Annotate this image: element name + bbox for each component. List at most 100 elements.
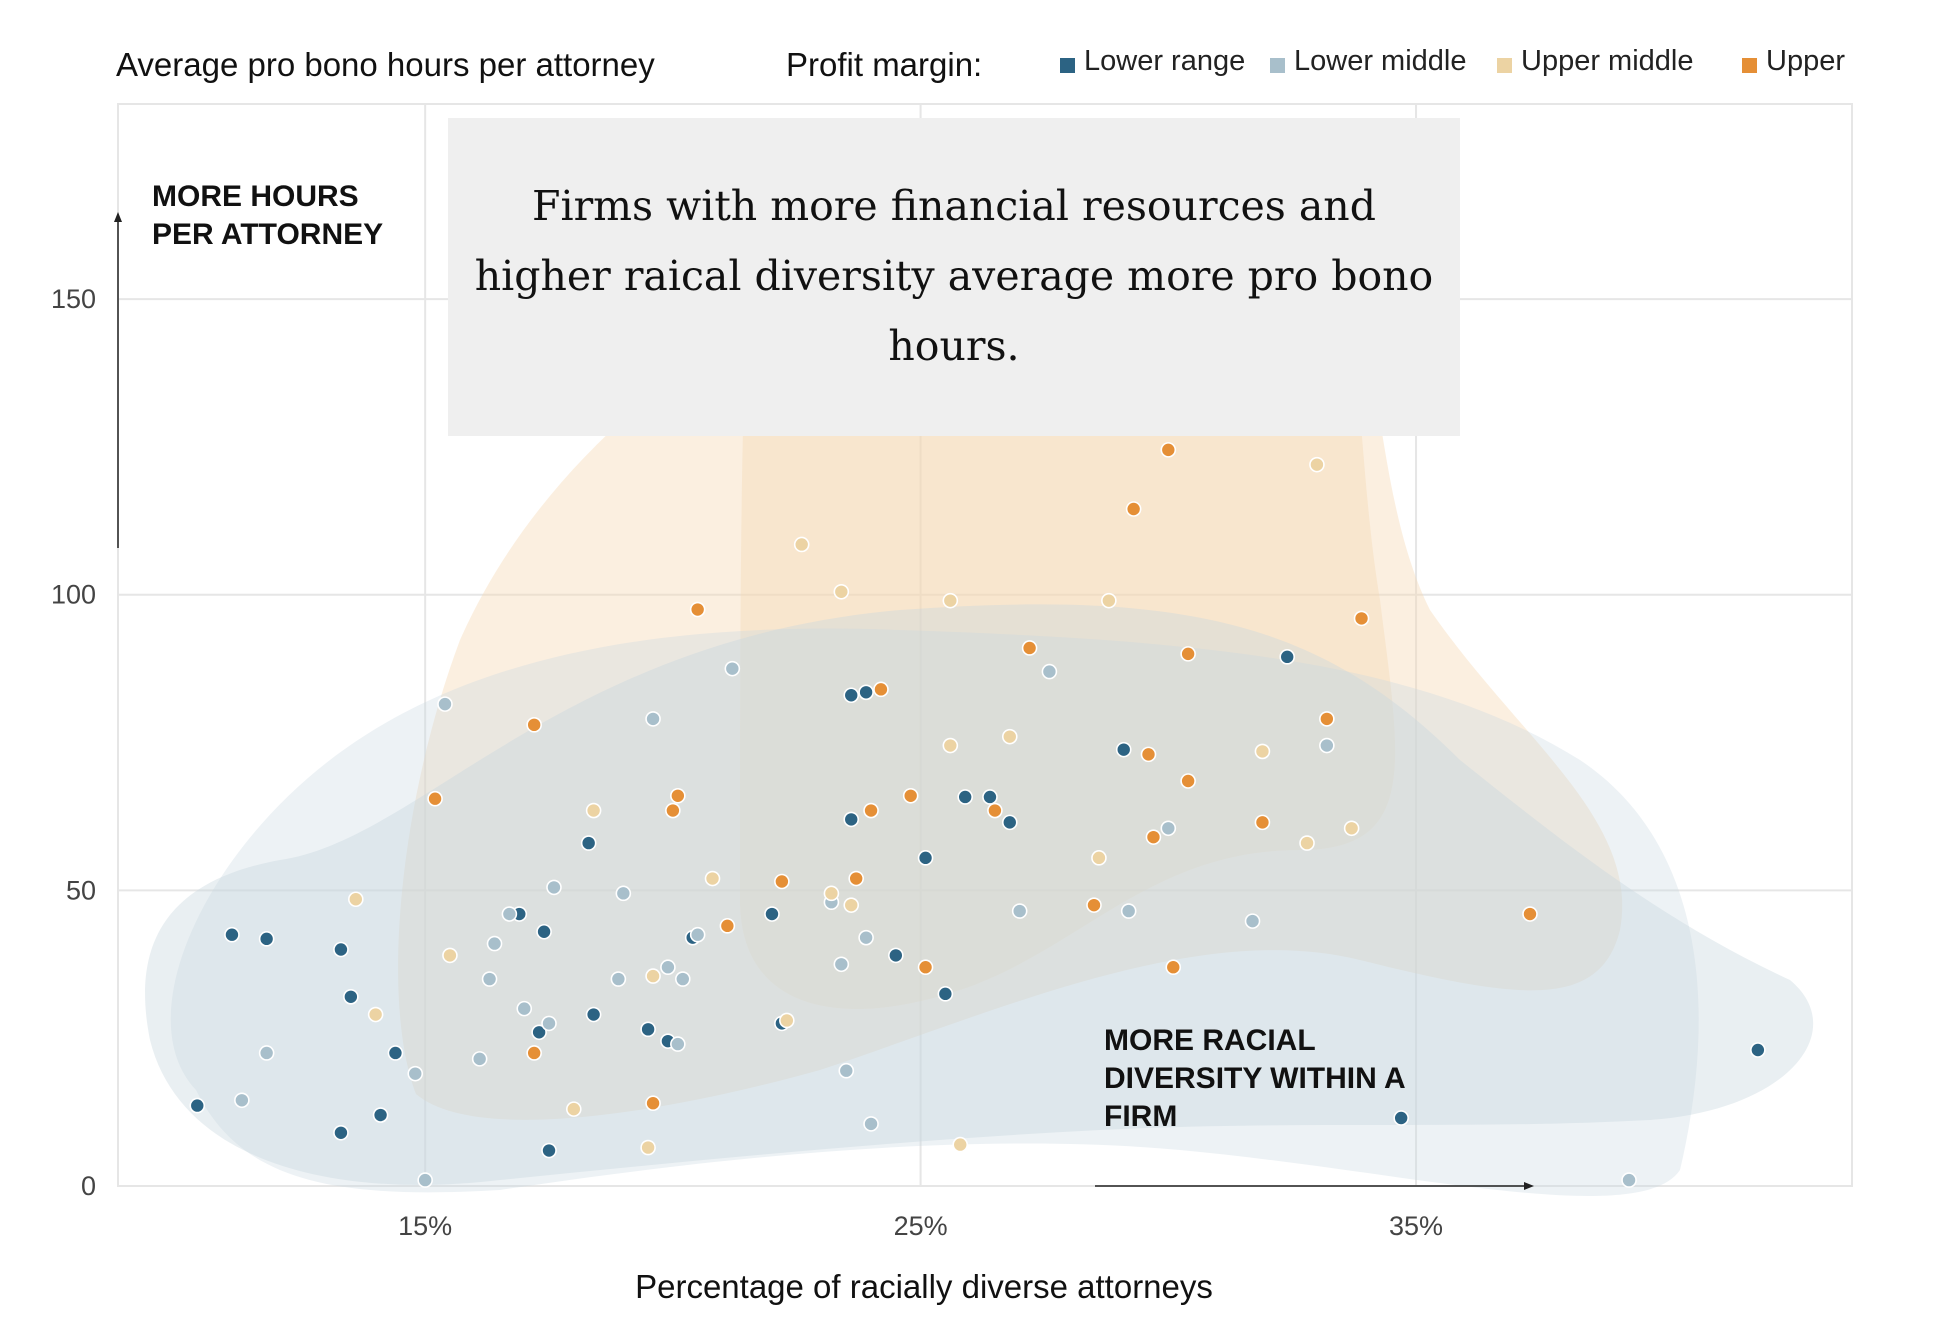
data-point <box>343 988 359 1005</box>
data-point <box>670 1036 686 1052</box>
blob-lower-range <box>145 604 1814 1185</box>
data-point <box>1021 640 1038 656</box>
data-point <box>501 906 518 922</box>
data-point <box>1353 610 1370 627</box>
data-point <box>1180 773 1196 789</box>
data-point <box>1001 728 1018 745</box>
data-point <box>387 1045 404 1061</box>
data-point <box>536 923 552 940</box>
legend-title: Profit margin: <box>786 46 982 83</box>
data-point <box>833 956 850 973</box>
data-point <box>1254 814 1271 831</box>
data-point <box>1299 835 1315 851</box>
legend-label: Upper middle <box>1521 45 1693 77</box>
legend-item: Lower middle <box>1270 45 1466 77</box>
data-point <box>224 926 240 943</box>
data-point <box>774 873 790 890</box>
data-point <box>189 1097 206 1114</box>
data-point <box>541 1015 557 1032</box>
data-point <box>1120 903 1137 919</box>
y-tick-label: 150 <box>51 284 96 314</box>
legend-item: Upper middle <box>1497 45 1693 77</box>
data-point <box>1180 646 1196 662</box>
data-point <box>724 660 741 677</box>
data-point <box>937 986 954 1002</box>
legend-item: Lower range <box>1060 45 1245 77</box>
data-point <box>987 802 1003 819</box>
data-point <box>1319 711 1335 727</box>
data-point <box>888 947 904 964</box>
data-point <box>526 717 542 733</box>
callout-text: Firms with more financial resources and h… <box>475 182 1433 370</box>
data-point <box>471 1051 488 1067</box>
data-point <box>1101 592 1117 609</box>
data-point <box>863 1116 879 1132</box>
data-point <box>833 583 850 600</box>
data-point <box>1001 814 1018 831</box>
legend-label: Upper <box>1766 45 1845 77</box>
blob-lower-middle <box>170 628 1699 1196</box>
x-axis-annotation: MORE RACIAL DIVERSITY WITHIN A FIRM <box>1104 1024 1406 1133</box>
data-point <box>942 592 959 609</box>
data-point <box>793 536 810 553</box>
data-point <box>674 971 691 987</box>
data-point <box>719 918 736 934</box>
legend: Lower range Lower middle Upper middle Upper <box>1060 45 1845 77</box>
data-point <box>917 850 934 866</box>
data-point <box>437 696 453 712</box>
legend-swatch <box>1742 58 1757 73</box>
x-axis-arrow-head <box>1524 1182 1534 1190</box>
data-point <box>1279 649 1296 665</box>
data-point <box>1750 1042 1766 1058</box>
data-point <box>848 870 864 887</box>
data-point <box>952 1136 969 1153</box>
data-point <box>843 897 860 913</box>
y-tick-label: 0 <box>81 1171 96 1201</box>
chart-title: Average pro bono hours per attorney <box>116 46 655 83</box>
x-axis-label: Percentage of racially diverse attorneys <box>635 1268 1213 1305</box>
data-point <box>1522 906 1538 922</box>
data-point <box>942 737 959 754</box>
x-tick-label: 25% <box>894 1211 948 1241</box>
data-point <box>1160 820 1177 837</box>
data-point <box>565 1101 582 1117</box>
y-axis-annotation: MORE HOURS PER ATTORNEY <box>152 180 383 251</box>
data-point <box>258 931 275 947</box>
data-point <box>645 1095 661 1112</box>
data-point <box>615 885 632 902</box>
data-point <box>1011 903 1028 919</box>
data-point <box>585 1006 602 1023</box>
data-point <box>689 601 706 618</box>
data-point <box>1165 959 1182 976</box>
data-point <box>333 1124 349 1141</box>
data-point <box>1160 442 1177 458</box>
data-point <box>823 885 840 902</box>
data-point <box>645 968 661 984</box>
data-point <box>531 1024 547 1041</box>
data-point <box>481 971 498 987</box>
data-point <box>957 789 973 805</box>
x-tick-label: 35% <box>1389 1211 1443 1241</box>
data-point <box>610 971 627 987</box>
x-tick-label: 15% <box>398 1211 452 1241</box>
data-point <box>779 1012 795 1029</box>
data-point <box>1393 1110 1409 1126</box>
legend-swatch <box>1497 58 1512 73</box>
data-point <box>982 789 998 805</box>
data-point <box>234 1092 250 1109</box>
data-point <box>427 790 443 807</box>
data-point <box>670 787 686 804</box>
data-point <box>1115 741 1132 758</box>
data-point <box>348 891 364 908</box>
data-point <box>580 835 597 851</box>
data-point <box>1343 820 1360 837</box>
data-point <box>333 941 349 958</box>
data-point <box>486 935 503 952</box>
data-point <box>585 802 602 819</box>
legend-swatch <box>1060 58 1075 73</box>
data-point <box>863 802 879 819</box>
data-point <box>1091 850 1107 866</box>
callout-box <box>448 118 1460 436</box>
data-point <box>1086 897 1102 913</box>
data-point <box>407 1065 424 1082</box>
